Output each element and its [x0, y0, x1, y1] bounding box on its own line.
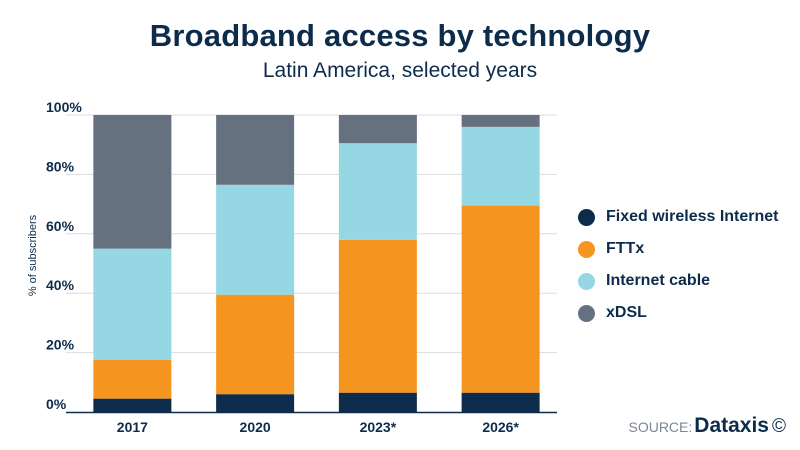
legend-label: FTTx [606, 240, 645, 257]
y-tick-label: 60% [46, 218, 75, 234]
source-brand: Dataxis [694, 414, 769, 437]
bar-segment [93, 398, 172, 412]
source-label: SOURCE: [628, 419, 693, 435]
legend: Fixed wireless Internet FTTx Internet cabl… [578, 206, 779, 334]
bar-segment [93, 115, 172, 249]
bar-segment [93, 248, 172, 361]
bar-segment [461, 126, 540, 206]
copyright-icon: © [772, 416, 786, 437]
y-tick-label: 80% [46, 158, 75, 174]
y-tick-label: 20% [46, 337, 75, 353]
legend-label: xDSL [606, 304, 647, 321]
y-tick-label: 100% [46, 99, 82, 115]
legend-item: Internet cable [578, 270, 779, 292]
x-tick-label: 2020 [240, 419, 271, 435]
bar-segment [461, 205, 540, 393]
legend-item: Fixed wireless Internet [578, 206, 779, 228]
bar-segment [338, 143, 417, 240]
bar-segment [461, 392, 540, 412]
legend-swatch [578, 240, 595, 258]
bar-segment [338, 239, 417, 393]
legend-swatch [578, 272, 595, 290]
x-tick-label: 2026* [482, 419, 519, 435]
bar-segment [338, 392, 417, 412]
chart-title: Broadband access by technology [149, 18, 651, 53]
legend-item: FTTx [578, 238, 779, 260]
bar-segment [461, 115, 540, 127]
y-tick-label: 0% [46, 396, 67, 412]
x-tick-label: 2023* [360, 419, 397, 435]
bars [93, 115, 540, 412]
y-axis-ticks: 0% 20% 40% 60% 80% 100% [46, 99, 82, 412]
legend-swatch [578, 304, 595, 322]
bar-segment [216, 184, 295, 295]
bar-segment [216, 394, 295, 412]
y-axis-label: % of subscribers [27, 214, 39, 296]
legend-swatch [578, 208, 595, 226]
bar-segment [216, 115, 295, 185]
legend-item: xDSL [578, 302, 779, 324]
bar-segment [338, 115, 417, 144]
x-tick-label: 2017 [117, 419, 148, 435]
chart-subtitle: Latin America, selected years [262, 59, 538, 82]
bar-segment [93, 360, 172, 399]
legend-label: Internet cable [606, 272, 711, 289]
x-axis-ticks: 2017 2020 2023* 2026* [117, 419, 520, 435]
source-credit: SOURCE: Dataxis © [628, 414, 786, 438]
legend-label: Fixed wireless Internet [606, 208, 779, 225]
bar-segment [216, 294, 295, 395]
y-tick-label: 40% [46, 277, 75, 293]
